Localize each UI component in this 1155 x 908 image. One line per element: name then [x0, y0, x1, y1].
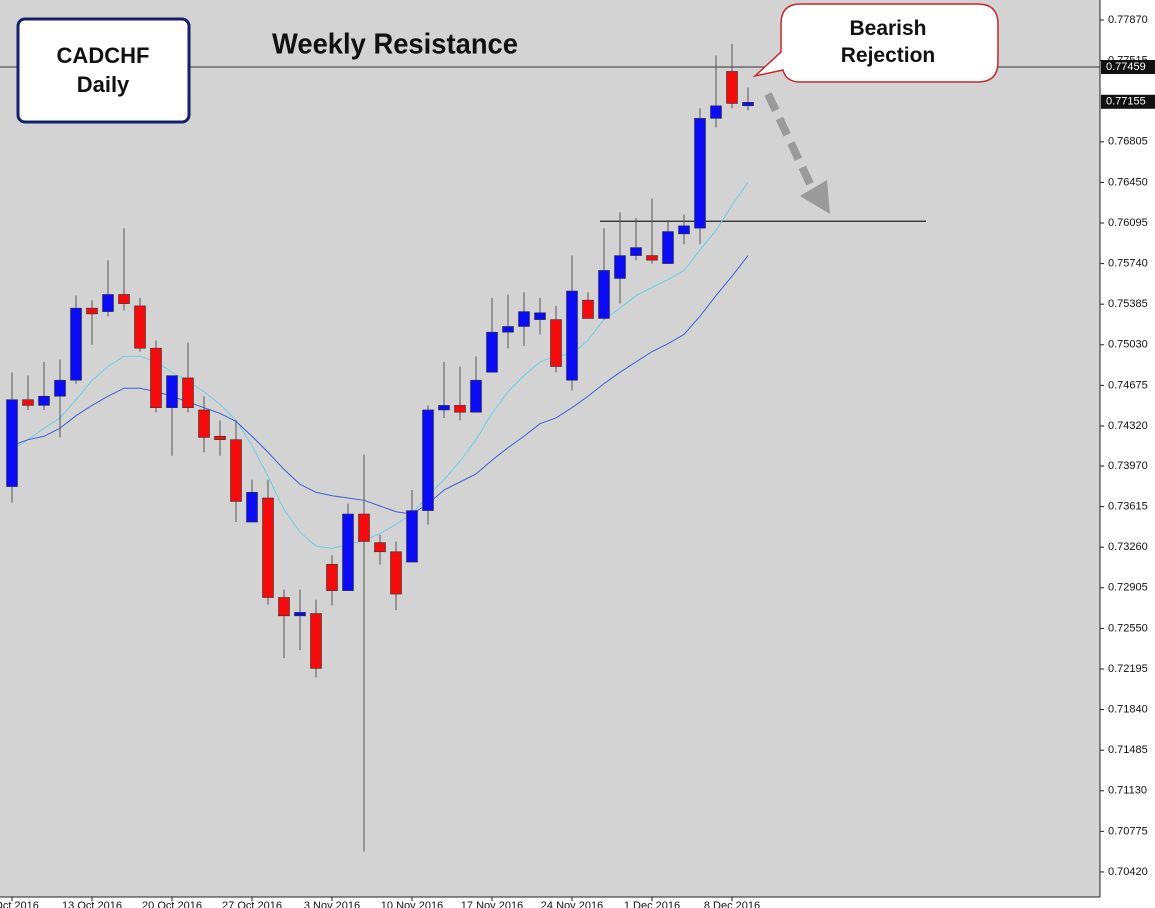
callout-bubble: [752, 3, 999, 83]
candle-body: [630, 247, 642, 256]
arrow-head: [800, 180, 830, 214]
candle-body: [70, 307, 82, 381]
candle-body: [86, 307, 98, 315]
candle-body: [214, 435, 226, 440]
x-tick-label: 10 Nov 2016: [381, 900, 443, 908]
callout-box: Bearish Rejection: [840, 17, 936, 67]
candle-body: [422, 409, 434, 511]
callout: Bearish Rejection: [752, 3, 999, 83]
y-tick-label: 0.73970: [1108, 460, 1148, 472]
candle-body: [662, 231, 674, 264]
candle-body: [742, 102, 754, 107]
annotation: Bearish Rejection: [840, 17, 936, 67]
candle-body: [582, 299, 594, 319]
candle-body: [38, 395, 50, 406]
annotation: Weekly Resistance: [272, 29, 518, 61]
y-tick-label: 0.75385: [1108, 298, 1148, 310]
candle-body: [678, 225, 690, 235]
y-tick-label: 0.74675: [1108, 379, 1148, 391]
title-box: CADCHF Daily: [16, 17, 191, 124]
plot: [0, 44, 1100, 852]
candle-body: [246, 491, 258, 523]
candle-body: [230, 439, 242, 502]
arrow-shaft: [764, 92, 816, 190]
price-label-box: [1101, 60, 1155, 75]
y-tick-label: 0.73615: [1108, 500, 1148, 512]
candle-body: [550, 319, 562, 367]
x-tick-label: 20 Oct 2016: [142, 900, 202, 908]
candle-body: [470, 379, 482, 413]
candle-body: [294, 612, 306, 617]
candle-body: [54, 379, 66, 397]
y-tick-label: 0.76450: [1108, 176, 1148, 188]
candle-body: [614, 255, 626, 279]
y-tick-label: 0.71130: [1108, 785, 1147, 797]
moving-average: [11, 255, 749, 515]
y-tick-label: 0.71840: [1108, 703, 1148, 715]
y-tick-label: 0.70420: [1108, 866, 1148, 878]
candle-body: [598, 270, 610, 319]
candle-body: [374, 542, 386, 553]
y-tick-label: 0.73260: [1108, 541, 1148, 553]
candle-body: [390, 551, 402, 595]
candle-body: [694, 118, 706, 229]
chart-subtitle: Daily: [77, 72, 130, 97]
moving-average: [11, 182, 749, 549]
candle-body: [6, 399, 18, 487]
candle-body: [22, 399, 34, 406]
x-tick-label: 27 Oct 2016: [222, 900, 282, 908]
candle-body: [326, 564, 338, 591]
candle-body: [406, 510, 418, 563]
price-label: 0.77155: [1106, 96, 1146, 108]
y-tick-label: 0.72195: [1108, 663, 1148, 675]
candle-body: [342, 513, 354, 591]
candle-body: [278, 597, 290, 617]
y-tick-label: 0.75030: [1108, 339, 1148, 351]
title-box-frame: [16, 17, 191, 124]
y-tick-label: 0.70775: [1108, 825, 1148, 837]
y-tick-label: 0.75740: [1108, 257, 1148, 269]
candle-body: [166, 375, 178, 408]
candle-body: [534, 312, 546, 320]
y-tick-label: 0.76095: [1108, 217, 1148, 229]
candle-body: [646, 255, 658, 261]
y-tick-label: 0.77870: [1108, 14, 1148, 26]
candle-body: [310, 613, 322, 669]
candle-body: [486, 331, 498, 373]
candle-body: [182, 377, 194, 408]
y-tick-label: 0.72550: [1108, 622, 1148, 634]
x-tick-label: 3 Nov 2016: [304, 900, 360, 908]
x-tick-label: 17 Nov 2016: [461, 900, 523, 908]
y-tick-label: 0.71485: [1108, 744, 1148, 756]
x-tick-label: 24 Nov 2016: [541, 900, 603, 908]
x-tick-label: 1 Dec 2016: [624, 900, 680, 908]
candle-body: [198, 409, 210, 438]
y-tick-label: 0.72905: [1108, 582, 1148, 594]
projection-arrow: [764, 92, 830, 214]
candle-body: [150, 347, 162, 408]
candle-body: [134, 305, 146, 349]
candle-body: [566, 290, 578, 381]
candle-body: [710, 105, 722, 119]
candle-body: [262, 497, 274, 598]
candle-body: [502, 326, 514, 333]
x-tick-label: 8 Dec 2016: [704, 900, 760, 908]
candle-body: [518, 311, 530, 327]
price-label: 0.77459: [1106, 61, 1146, 73]
candle-body: [726, 71, 738, 104]
candle-body: [454, 405, 466, 413]
candle-body: [438, 405, 450, 411]
candle-body: [358, 513, 370, 542]
price-label-box: [1101, 94, 1155, 109]
candle-body: [102, 294, 114, 312]
y-tick-label: 0.74320: [1108, 420, 1148, 432]
candle-body: [118, 294, 130, 304]
plot-background: [0, 0, 1100, 897]
x-tick-label: 6 Oct 2016: [0, 900, 39, 908]
y-tick-label: 0.76805: [1108, 136, 1148, 148]
chart-title: CADCHF: [57, 43, 150, 68]
x-tick-label: 13 Oct 2016: [62, 900, 122, 908]
